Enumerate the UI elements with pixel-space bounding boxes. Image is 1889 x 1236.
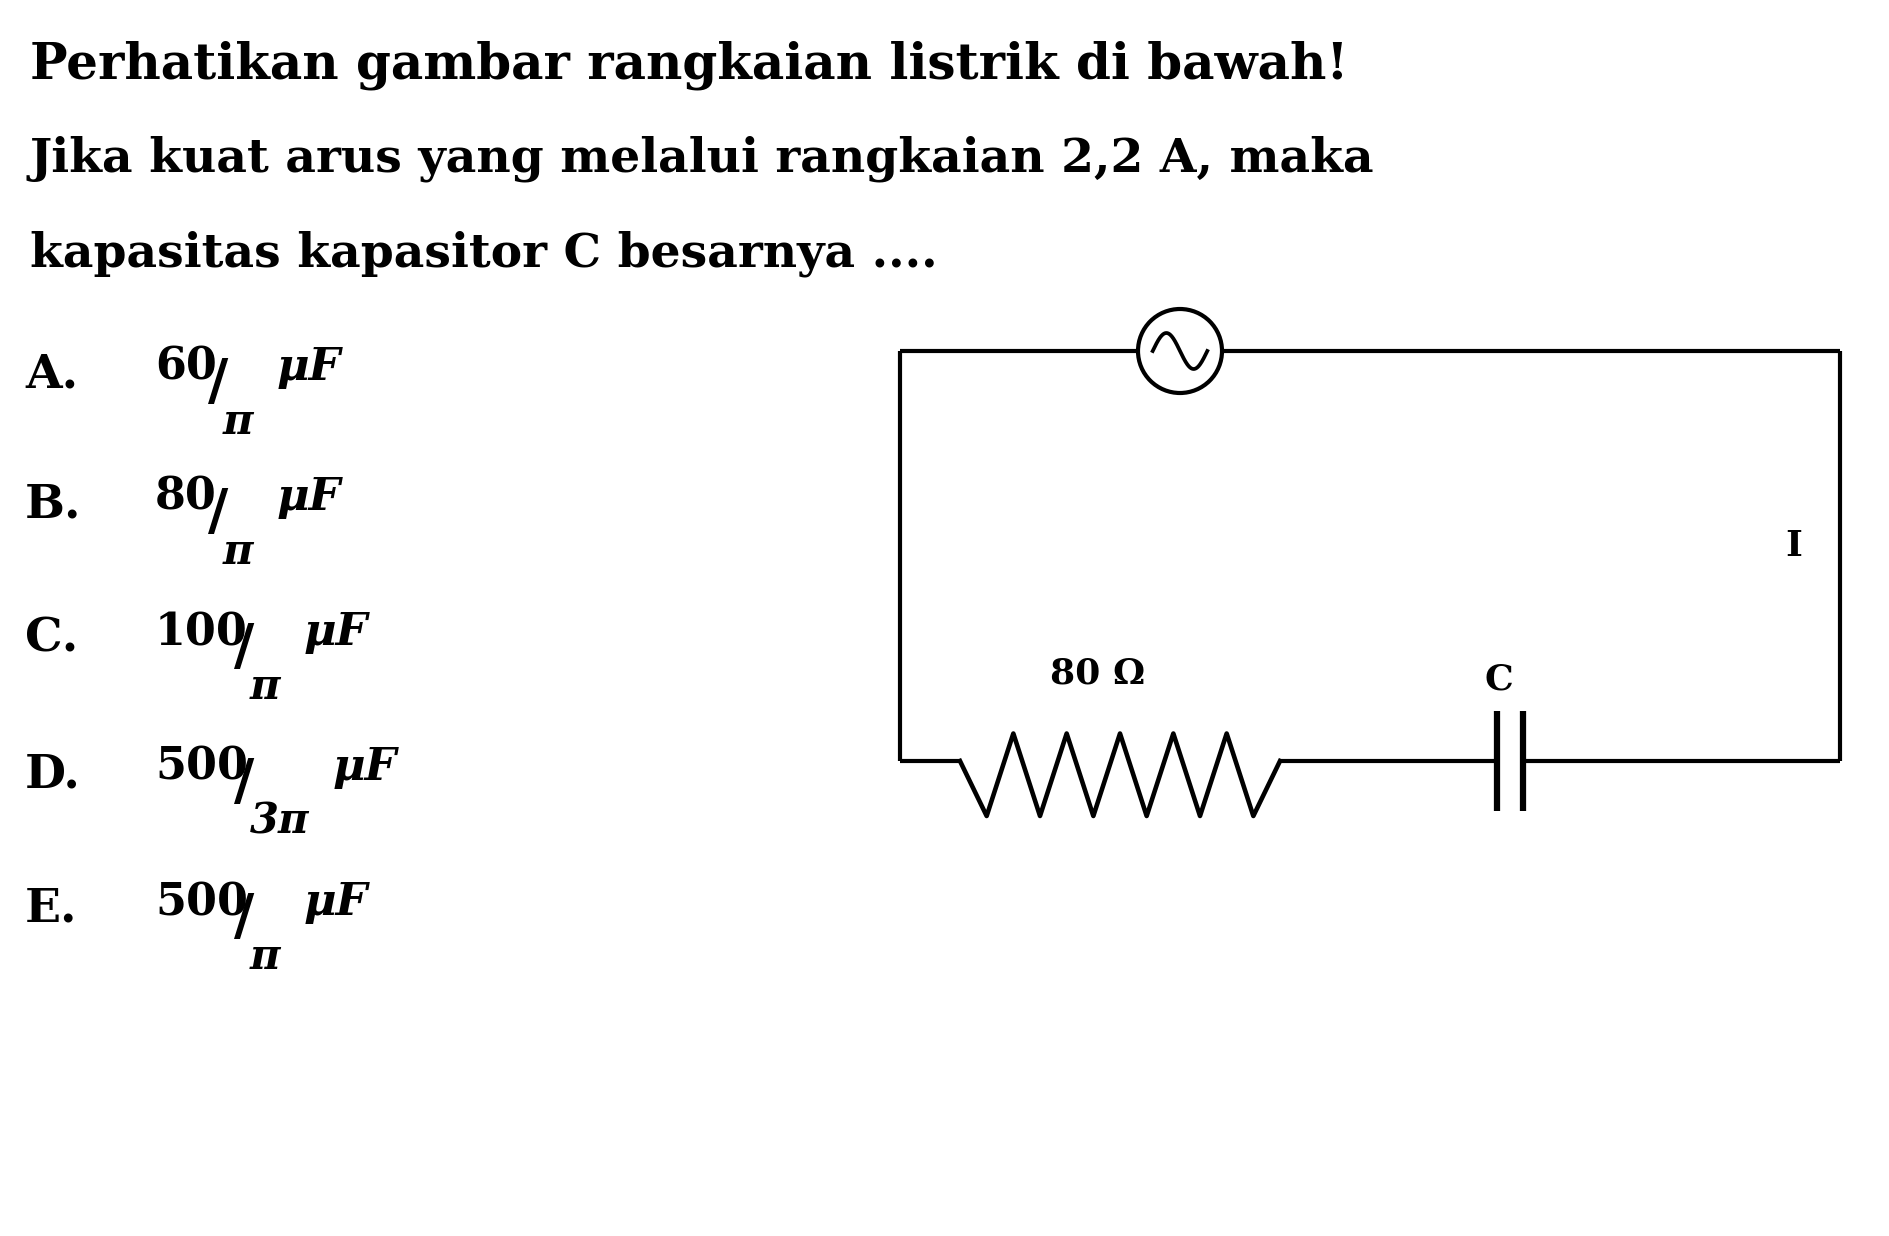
Text: E.: E. xyxy=(25,886,77,932)
Text: μF: μF xyxy=(278,346,342,389)
Text: C: C xyxy=(1485,662,1513,696)
Text: 500: 500 xyxy=(155,747,247,789)
Text: 3π: 3π xyxy=(249,801,310,843)
Text: C.: C. xyxy=(25,616,77,662)
Text: /: / xyxy=(234,756,255,811)
Text: Jika kuat arus yang melalui rangkaian 2,2 A, maka: Jika kuat arus yang melalui rangkaian 2,… xyxy=(30,136,1375,183)
Text: A.: A. xyxy=(25,351,77,397)
Text: μF: μF xyxy=(278,476,342,519)
Text: 60: 60 xyxy=(155,346,217,389)
Text: π: π xyxy=(223,531,253,574)
Text: /: / xyxy=(234,891,255,946)
Text: Perhatikan gambar rangkaian listrik di bawah!: Perhatikan gambar rangkaian listrik di b… xyxy=(30,41,1349,90)
Text: π: π xyxy=(249,666,280,708)
Text: 80 Ω: 80 Ω xyxy=(1050,658,1145,691)
Text: 500: 500 xyxy=(155,881,247,925)
Text: I: I xyxy=(1785,529,1802,564)
Text: μF: μF xyxy=(332,747,397,789)
Text: μF: μF xyxy=(304,881,368,925)
Text: /: / xyxy=(208,356,229,412)
Text: /: / xyxy=(234,620,255,676)
Text: 100: 100 xyxy=(155,611,247,654)
Text: μF: μF xyxy=(304,611,368,654)
Text: 80: 80 xyxy=(155,476,217,519)
Text: B.: B. xyxy=(25,481,81,527)
Text: D.: D. xyxy=(25,751,81,797)
Text: π: π xyxy=(223,400,253,442)
Text: π: π xyxy=(249,936,280,978)
Text: kapasitas kapasitor C besarnya ....: kapasitas kapasitor C besarnya .... xyxy=(30,231,937,278)
Text: /: / xyxy=(208,486,229,541)
